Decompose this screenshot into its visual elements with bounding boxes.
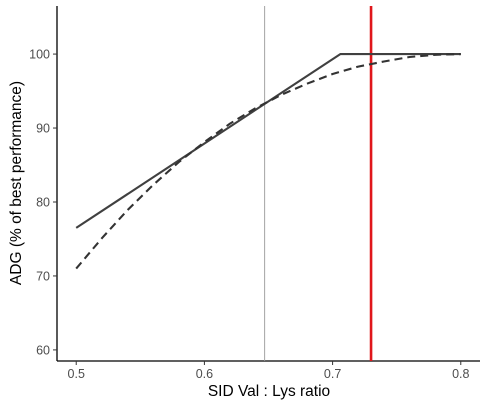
x-tick-label: 0.8 <box>452 367 469 381</box>
series-line-solid <box>75 53 461 229</box>
y-tick-label: 90 <box>36 122 50 136</box>
y-tick-label: 70 <box>36 269 50 283</box>
y-tick-label: 80 <box>36 195 50 209</box>
x-tick-label: 0.5 <box>68 367 85 381</box>
y-tick-label: 60 <box>36 343 50 357</box>
x-tick-label: 0.6 <box>196 367 213 381</box>
x-axis-title: SID Val : Lys ratio <box>208 383 330 400</box>
axis-ticks: 0.5 0.6 0.7 0.8 60 70 80 90 100 <box>29 48 469 381</box>
y-axis-title: ADG (% of best performance) <box>8 81 25 285</box>
series-line-dashed <box>75 53 461 270</box>
plot-area <box>56 6 480 362</box>
x-tick-label: 0.7 <box>324 367 341 381</box>
y-tick-label: 100 <box>29 48 50 62</box>
